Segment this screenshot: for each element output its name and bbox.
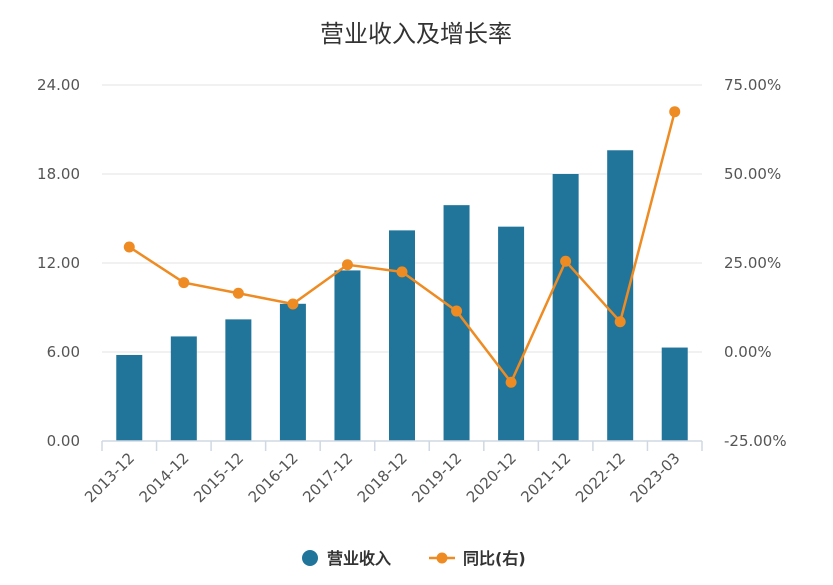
line-point xyxy=(396,266,408,278)
bar xyxy=(552,174,579,441)
x-tick-label: 2015-12 xyxy=(190,449,247,506)
x-tick-label: 2017-12 xyxy=(299,449,356,506)
y-left-tick-label: 18.00 xyxy=(37,165,80,183)
y-axis-right: -25.00% 0.00% 25.00% 50.00% 75.00% xyxy=(724,76,787,450)
line-point xyxy=(560,255,572,267)
line-point xyxy=(669,106,681,118)
bar xyxy=(225,319,252,441)
bar xyxy=(498,226,525,441)
x-tick-label: 2018-12 xyxy=(354,449,411,506)
line-point xyxy=(123,241,135,253)
y-right-tick-label: 25.00% xyxy=(724,254,781,272)
bar xyxy=(661,347,688,441)
bar xyxy=(607,150,634,441)
y-left-tick-label: 12.00 xyxy=(37,254,80,272)
bar-series xyxy=(116,150,688,441)
bar xyxy=(170,336,197,441)
line-point xyxy=(451,305,463,317)
y-left-tick-label: 0.00 xyxy=(47,432,80,450)
y-right-tick-label: 50.00% xyxy=(724,165,781,183)
bar xyxy=(116,354,143,441)
bar xyxy=(279,303,306,441)
y-axis-left: 0.00 6.00 12.00 18.00 24.00 xyxy=(37,76,80,450)
legend-bar-marker xyxy=(302,550,318,566)
line-point xyxy=(287,298,299,310)
x-tick-label: 2016-12 xyxy=(245,449,302,506)
x-tick-label: 2022-12 xyxy=(572,449,629,506)
x-tick-label: 2019-12 xyxy=(408,449,465,506)
line-point xyxy=(178,277,190,289)
line-point xyxy=(614,316,626,328)
legend-line-label: 同比(右) xyxy=(463,549,526,568)
line-series xyxy=(123,106,681,388)
x-tick-label: 2020-12 xyxy=(463,449,520,506)
chart-title: 营业收入及增长率 xyxy=(320,20,512,48)
x-axis xyxy=(101,440,703,451)
y-right-tick-label: 75.00% xyxy=(724,76,781,94)
legend-line-dot xyxy=(436,552,448,564)
line-point xyxy=(505,376,517,388)
y-left-tick-label: 6.00 xyxy=(47,343,80,361)
x-axis-labels: 2013-122014-122015-122016-122017-122018-… xyxy=(81,449,684,506)
bar xyxy=(334,270,361,441)
legend[interactable]: 营业收入 同比(右) xyxy=(302,549,526,568)
bar xyxy=(389,230,415,441)
x-tick-label: 2021-12 xyxy=(517,449,574,506)
x-tick-label: 2014-12 xyxy=(136,449,193,506)
line-point xyxy=(232,287,244,299)
y-left-tick-label: 24.00 xyxy=(37,76,80,94)
x-tick-label: 2013-12 xyxy=(81,449,138,506)
legend-bar-label: 营业收入 xyxy=(327,549,391,568)
y-right-tick-label: -25.00% xyxy=(724,432,787,450)
x-tick-label: 2023-03 xyxy=(627,449,684,506)
line-point xyxy=(341,259,353,271)
y-right-tick-label: 0.00% xyxy=(724,343,772,361)
